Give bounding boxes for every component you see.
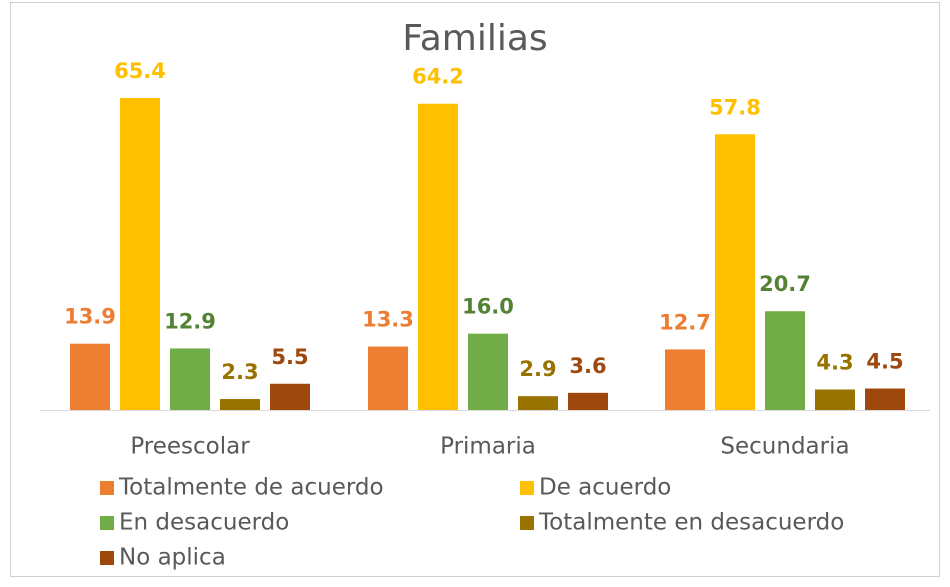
bar xyxy=(418,103,458,411)
data-label: 12.7 xyxy=(659,310,711,334)
legend-swatch xyxy=(100,481,114,495)
bar xyxy=(220,399,260,410)
bar xyxy=(468,333,508,410)
data-label: 3.6 xyxy=(569,354,606,378)
data-label: 64.2 xyxy=(412,65,464,89)
data-label: 13.9 xyxy=(64,305,116,329)
data-label: 2.3 xyxy=(221,360,258,384)
data-label: 13.3 xyxy=(362,308,414,332)
legend-label: No aplica xyxy=(119,545,226,571)
x-tick-label: Secundaria xyxy=(720,434,849,460)
legend-swatch xyxy=(100,551,114,565)
legend-label: Totalmente de acuerdo xyxy=(118,475,384,501)
data-label: 4.5 xyxy=(866,350,903,374)
data-label: 20.7 xyxy=(759,272,811,296)
data-label: 4.3 xyxy=(816,350,853,374)
bar xyxy=(518,396,558,410)
legend-swatch xyxy=(520,481,534,495)
data-label: 57.8 xyxy=(709,95,761,119)
data-label: 5.5 xyxy=(271,345,308,369)
legend-swatch xyxy=(100,516,114,530)
bar xyxy=(568,392,608,410)
chart-border xyxy=(10,2,940,577)
x-tick-label: Primaria xyxy=(440,434,536,460)
bar xyxy=(715,134,755,410)
bar xyxy=(120,98,160,410)
legend-label: Totalmente en desacuerdo xyxy=(538,510,844,536)
data-label: 2.9 xyxy=(519,357,556,381)
bar xyxy=(865,388,905,410)
legend-swatch xyxy=(520,516,534,530)
data-label: 65.4 xyxy=(114,59,166,83)
bar xyxy=(70,343,110,410)
legend-label: En desacuerdo xyxy=(119,510,289,536)
data-label: 16.0 xyxy=(462,295,514,319)
bar xyxy=(368,346,408,410)
chart-title: Familias xyxy=(402,18,547,59)
bar xyxy=(270,383,310,410)
legend-label: De acuerdo xyxy=(539,475,671,501)
data-label: 12.9 xyxy=(164,309,216,333)
bar xyxy=(665,349,705,410)
bar xyxy=(815,389,855,410)
bar xyxy=(765,311,805,410)
bar xyxy=(170,348,210,410)
x-tick-label: Preescolar xyxy=(130,434,250,460)
